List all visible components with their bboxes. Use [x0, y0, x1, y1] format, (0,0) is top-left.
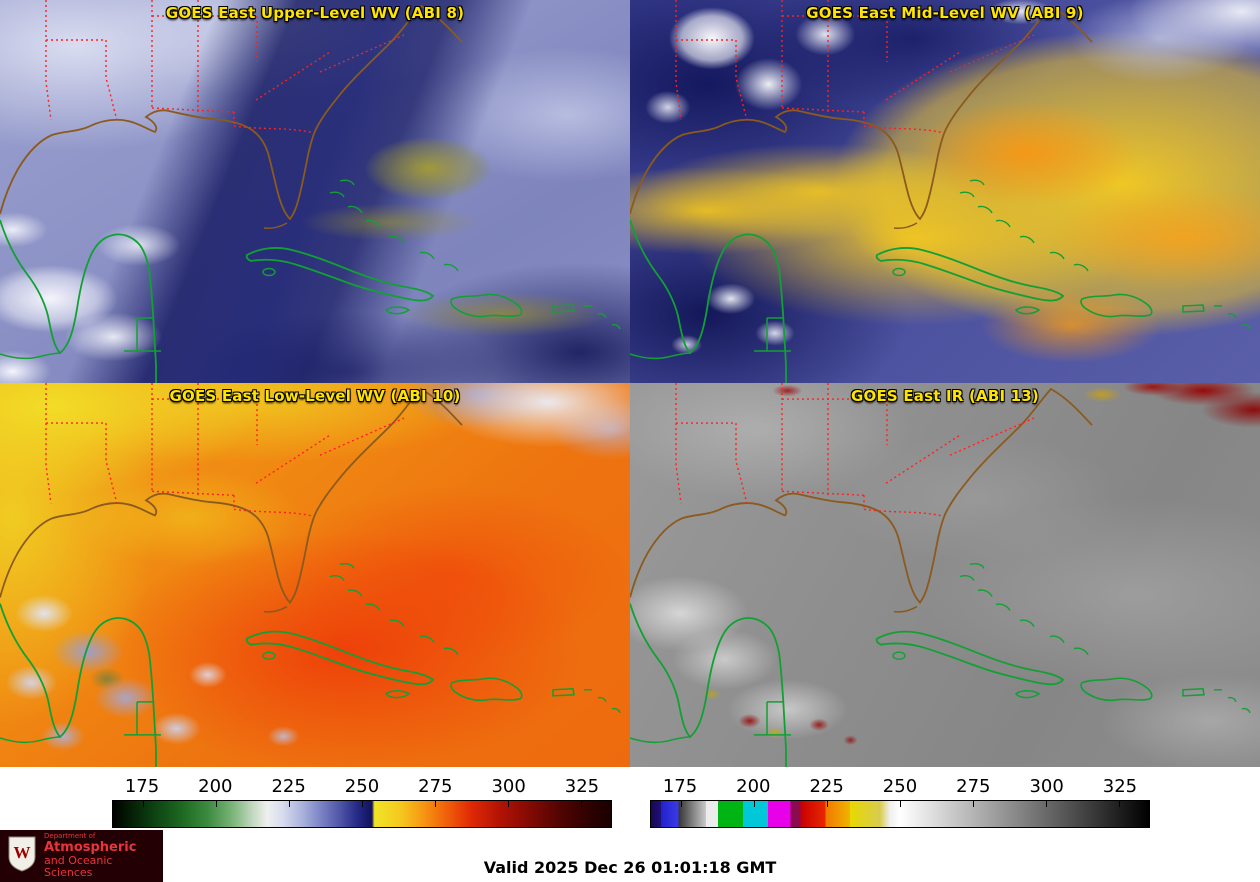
satellite-imagery-abi8 — [0, 0, 630, 383]
tick-label: 250 — [344, 776, 380, 797]
panel-ir: GOES East IR (ABI 13) — [630, 383, 1260, 767]
ir-colorbar-tick-labels: 175 200 225 250 275 300 325 — [650, 777, 1150, 797]
ir-colorbar-tickmarks — [651, 801, 1149, 807]
map-overlay — [630, 0, 1251, 383]
tick-label: 250 — [882, 776, 918, 797]
tick-label: 225 — [809, 776, 844, 797]
panel-title-abi10: GOES East Low-Level WV (ABI 10) — [169, 387, 461, 405]
tick-label: 175 — [662, 776, 698, 797]
wv-colorbar — [112, 800, 612, 828]
satellite-imagery-abi13 — [630, 383, 1260, 767]
svg-text:W: W — [14, 843, 31, 862]
valid-timestamp: Valid 2025 Dec 26 01:01:18 GMT — [483, 858, 777, 877]
logo-department-of: Department of — [44, 831, 96, 840]
map-overlay — [0, 383, 621, 767]
legend-footer-area: 175 200 225 250 275 300 325 175 200 225 … — [0, 767, 1260, 882]
panel-grid: GOES East Upper-Level WV (ABI 8) GOES Ea… — [0, 0, 1260, 767]
tick-label: 300 — [1029, 776, 1064, 797]
wv-colorbar-tickmarks — [113, 801, 611, 807]
tick-label: 225 — [271, 776, 306, 797]
aos-department-logo: W Department of Atmospheric and Oceanic … — [0, 830, 163, 882]
tick-label: 200 — [198, 776, 233, 797]
tick-label: 175 — [124, 776, 160, 797]
ir-colorbar — [650, 800, 1150, 828]
satellite-imagery-abi9 — [630, 0, 1260, 383]
tick-label: 325 — [564, 776, 600, 797]
satellite-imagery-abi10 — [0, 383, 630, 767]
panel-title-abi8: GOES East Upper-Level WV (ABI 8) — [165, 4, 465, 22]
uw-crest-icon: W — [7, 835, 37, 877]
tick-label: 275 — [956, 776, 991, 797]
panel-upper-level-wv: GOES East Upper-Level WV (ABI 8) — [0, 0, 630, 383]
tick-label: 275 — [418, 776, 453, 797]
wv-colorbar-block: 175 200 225 250 275 300 325 — [112, 777, 612, 828]
map-overlay — [0, 0, 621, 383]
panel-title-abi13: GOES East IR (ABI 13) — [850, 387, 1039, 405]
map-overlay — [630, 383, 1251, 767]
tick-label: 325 — [1102, 776, 1138, 797]
panel-mid-level-wv: GOES East Mid-Level WV (ABI 9) — [630, 0, 1260, 383]
logo-line-oceanic: and Oceanic Sciences — [44, 853, 113, 879]
tick-label: 200 — [736, 776, 771, 797]
logo-text: Department of Atmospheric and Oceanic Sc… — [44, 831, 156, 879]
wv-colorbar-tick-labels: 175 200 225 250 275 300 325 — [112, 777, 612, 797]
panel-low-level-wv: GOES East Low-Level WV (ABI 10) — [0, 383, 630, 767]
panel-title-abi9: GOES East Mid-Level WV (ABI 9) — [806, 4, 1084, 22]
ir-colorbar-block: 175 200 225 250 275 300 325 — [650, 777, 1150, 828]
logo-line-atmospheric: Atmospheric — [44, 839, 137, 855]
tick-label: 300 — [491, 776, 526, 797]
